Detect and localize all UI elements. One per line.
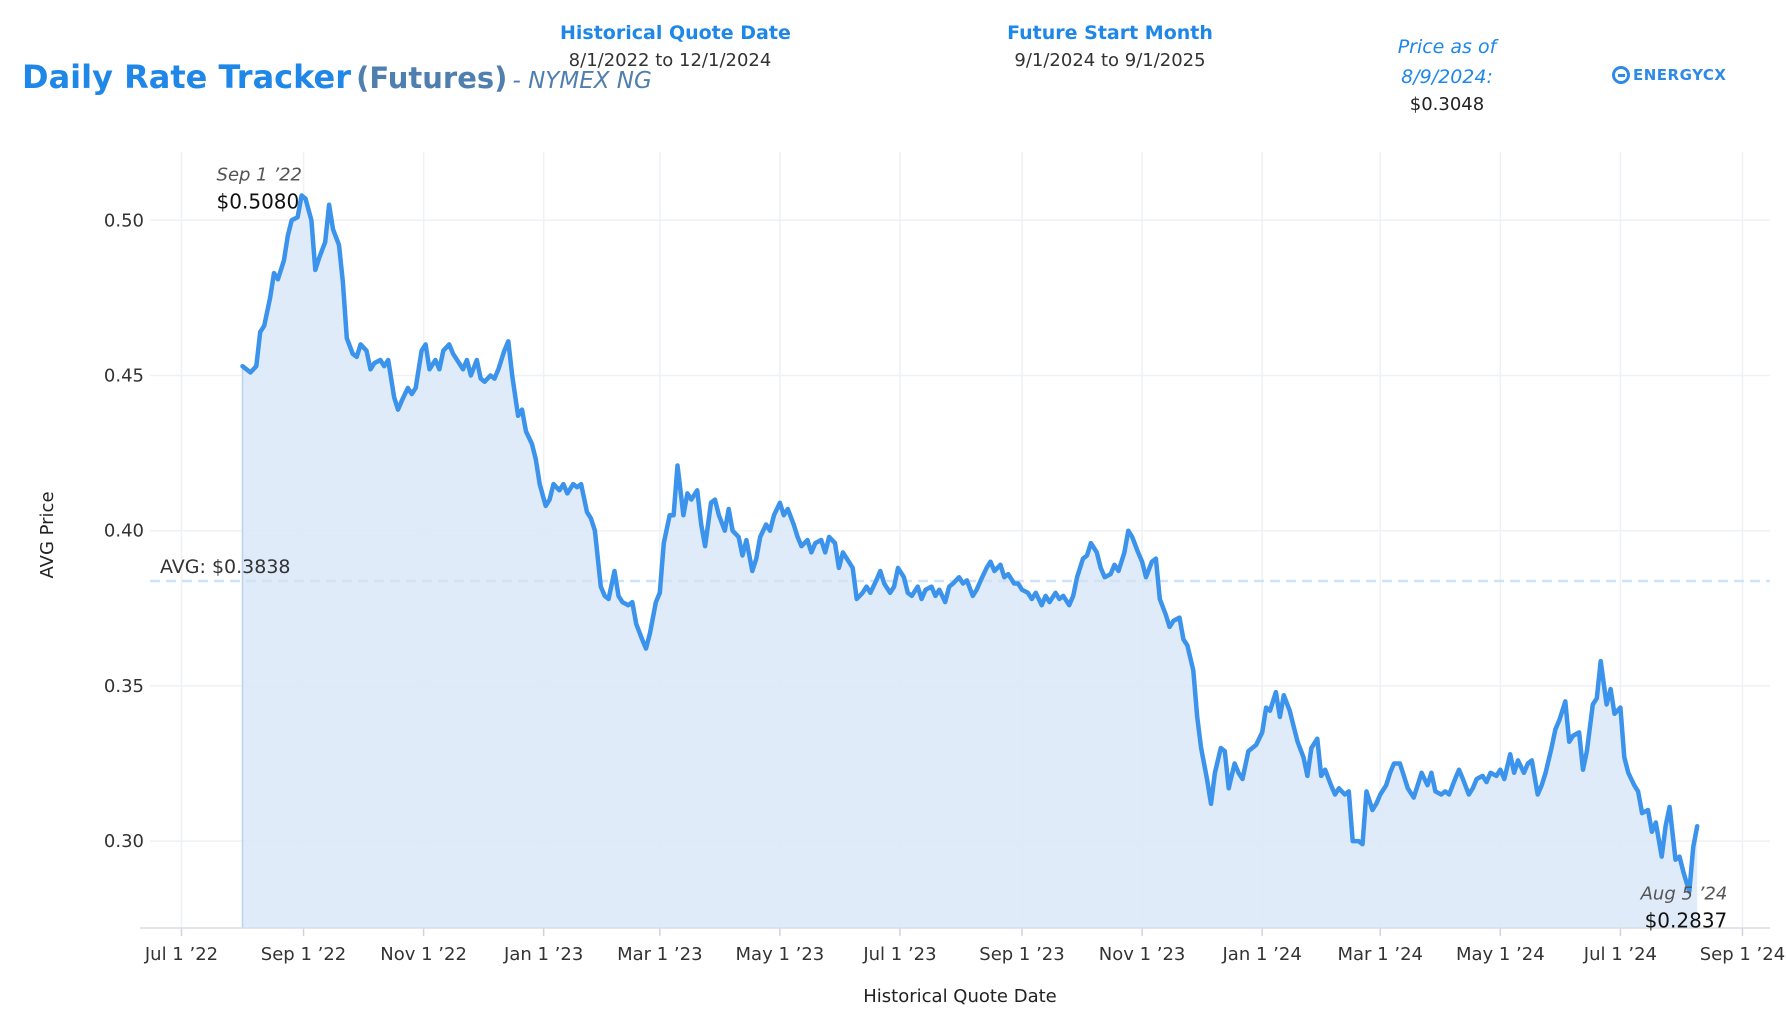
x-tick-label: Nov 1 ’23 bbox=[1099, 944, 1186, 965]
price-as-of: Price as of 8/9/2024: $0.3048 bbox=[1362, 32, 1532, 118]
filter-historical-quote-date[interactable]: Historical Quote Date 8/1/2022 to 12/1/2… bbox=[560, 22, 791, 71]
x-axis-title: Historical Quote Date bbox=[863, 986, 1057, 1007]
annotation-date-label: Aug 5 ’24 bbox=[1640, 884, 1728, 905]
x-tick-label: Mar 1 ’24 bbox=[1338, 944, 1423, 965]
x-tick-label: Sep 1 ’24 bbox=[1700, 944, 1785, 965]
annotations: Sep 1 ’22 $0.5080 Aug 5 ’24 $0.2837 bbox=[217, 164, 1728, 932]
filter-future-start-month[interactable]: Future Start Month 9/1/2024 to 9/1/2025 bbox=[1000, 22, 1220, 71]
series-area bbox=[242, 195, 1698, 928]
title-main: Daily Rate Tracker bbox=[22, 58, 352, 96]
x-tick-label: Jan 1 ’23 bbox=[503, 944, 583, 965]
filter-value[interactable]: 9/1/2024 to 9/1/2025 bbox=[1014, 50, 1206, 71]
x-axis: Jul 1 ’22 Sep 1 ’22 Nov 1 ’22 Jan 1 ’23 Mar … bbox=[140, 927, 1785, 965]
x-tick-label: Sep 1 ’23 bbox=[979, 944, 1064, 965]
annotation-date-label: Sep 1 ’22 bbox=[217, 164, 302, 185]
annotation-value-label: $0.2837 bbox=[1645, 909, 1728, 933]
price-as-of-value: $0.3048 bbox=[1409, 94, 1485, 115]
energycx-logo-icon bbox=[1612, 66, 1630, 84]
page-title: Daily Rate Tracker (Futures) - NYMEX NG bbox=[22, 58, 652, 96]
filter-label: Historical Quote Date bbox=[560, 22, 791, 44]
y-tick-label: 0.45 bbox=[104, 365, 144, 386]
filter-label: Future Start Month bbox=[1007, 22, 1213, 44]
y-tick-label: 0.35 bbox=[104, 676, 144, 697]
x-tick-label: Nov 1 ’22 bbox=[380, 944, 467, 965]
filter-value[interactable]: 8/1/2022 to 12/1/2024 bbox=[568, 50, 772, 71]
y-axis: 0.30 0.35 0.40 0.45 0.50 bbox=[104, 210, 144, 852]
area bbox=[241, 195, 1698, 928]
y-tick-label: 0.40 bbox=[104, 521, 144, 542]
average-label: AVG: $0.3838 bbox=[160, 556, 291, 578]
logo-text: ENERGYCX bbox=[1633, 66, 1727, 84]
x-tick-label: Sep 1 ’22 bbox=[261, 944, 346, 965]
y-tick-label: 0.50 bbox=[104, 210, 144, 231]
price-as-of-label: Price as of bbox=[1397, 36, 1497, 58]
series-line bbox=[240, 193, 1700, 894]
energycx-logo: ENERGYCX bbox=[1612, 66, 1726, 84]
x-tick-label: May 1 ’24 bbox=[1456, 944, 1545, 965]
annotation-value-label: $0.5080 bbox=[217, 189, 300, 213]
y-axis-title: AVG Price bbox=[37, 491, 58, 578]
x-tick-label: Mar 1 ’23 bbox=[617, 944, 702, 965]
x-tick-label: Jul 1 ’24 bbox=[1583, 944, 1657, 965]
y-tick-label: 0.30 bbox=[104, 831, 144, 852]
series-line-layer bbox=[240, 193, 1700, 894]
title-paren: (Futures) bbox=[356, 61, 508, 95]
x-tick-label: May 1 ’23 bbox=[736, 944, 825, 965]
x-tick-label: Jul 1 ’22 bbox=[144, 944, 218, 965]
price-as-of-date: 8/9/2024: bbox=[1401, 66, 1493, 88]
x-tick-label: Jan 1 ’24 bbox=[1222, 944, 1302, 965]
x-tick-label: Jul 1 ’23 bbox=[862, 944, 936, 965]
title-subtitle: - NYMEX NG bbox=[512, 68, 652, 94]
